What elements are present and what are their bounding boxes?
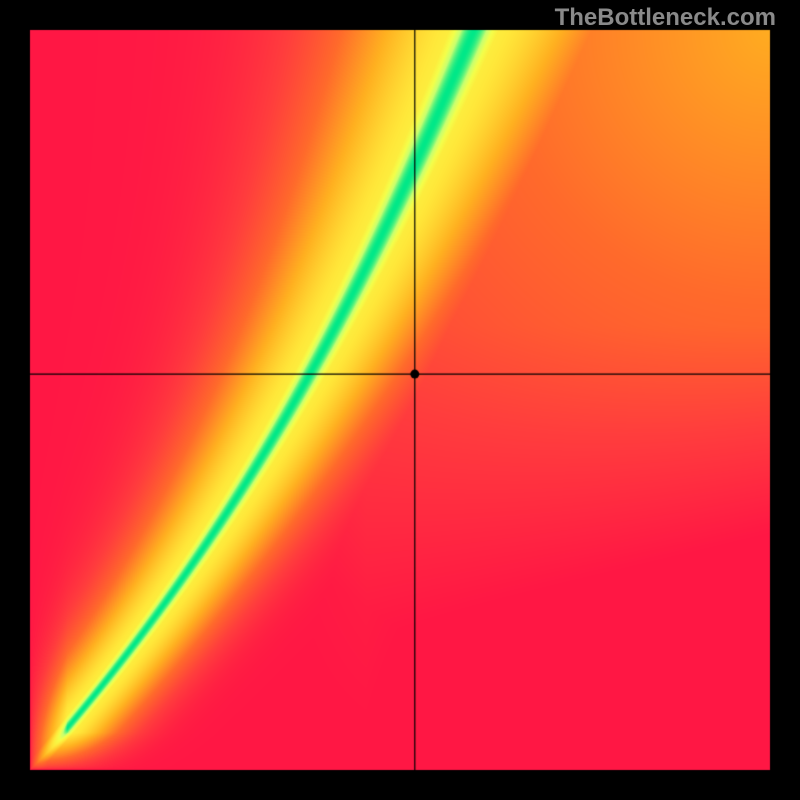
watermark-text: TheBottleneck.com bbox=[555, 4, 776, 32]
bottleneck-heatmap bbox=[0, 0, 800, 800]
chart-container: { "watermark": { "text": "TheBottleneck.… bbox=[0, 0, 800, 800]
